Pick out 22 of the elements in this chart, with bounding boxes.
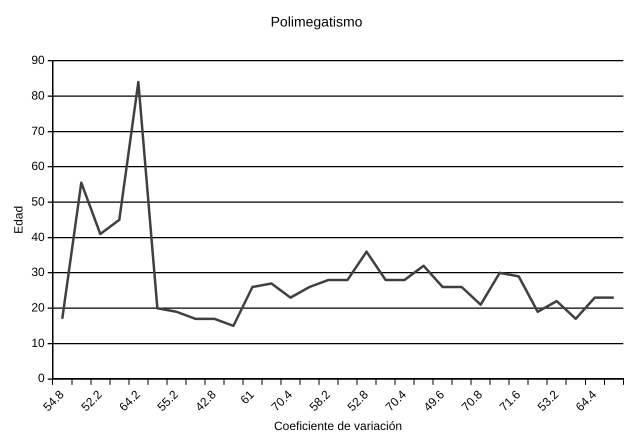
y-axis-title: Edad — [12, 206, 26, 234]
x-tick-label: 64.4 — [572, 387, 600, 414]
x-axis-title: Coeficiente de variación — [274, 419, 402, 434]
x-tick-label: 70.4 — [268, 387, 296, 414]
y-tick-label: 90 — [31, 53, 46, 68]
x-tick-label: 42.8 — [192, 387, 220, 414]
x-tick-label: 71.6 — [496, 387, 524, 414]
y-tick-label: 30 — [31, 265, 46, 280]
x-tick-label: 49.6 — [420, 387, 448, 414]
chart-title: Polimegatismo — [270, 13, 363, 30]
y-tick-label: 50 — [31, 194, 46, 208]
y-tick-label: 40 — [31, 230, 46, 244]
y-tick-label: 0 — [38, 371, 46, 386]
x-tick-label: 61 — [238, 387, 258, 407]
y-tick-label: 10 — [31, 336, 46, 350]
y-tick-label: 70 — [31, 124, 46, 138]
y-tick-label: 80 — [31, 88, 46, 102]
x-tick-label: 70.4 — [382, 387, 410, 414]
x-tick-label: 70.8 — [458, 387, 486, 414]
y-tick-label: 60 — [31, 159, 46, 174]
x-tick-label: 64.2 — [116, 387, 144, 414]
y-tick-label: 20 — [31, 300, 46, 315]
